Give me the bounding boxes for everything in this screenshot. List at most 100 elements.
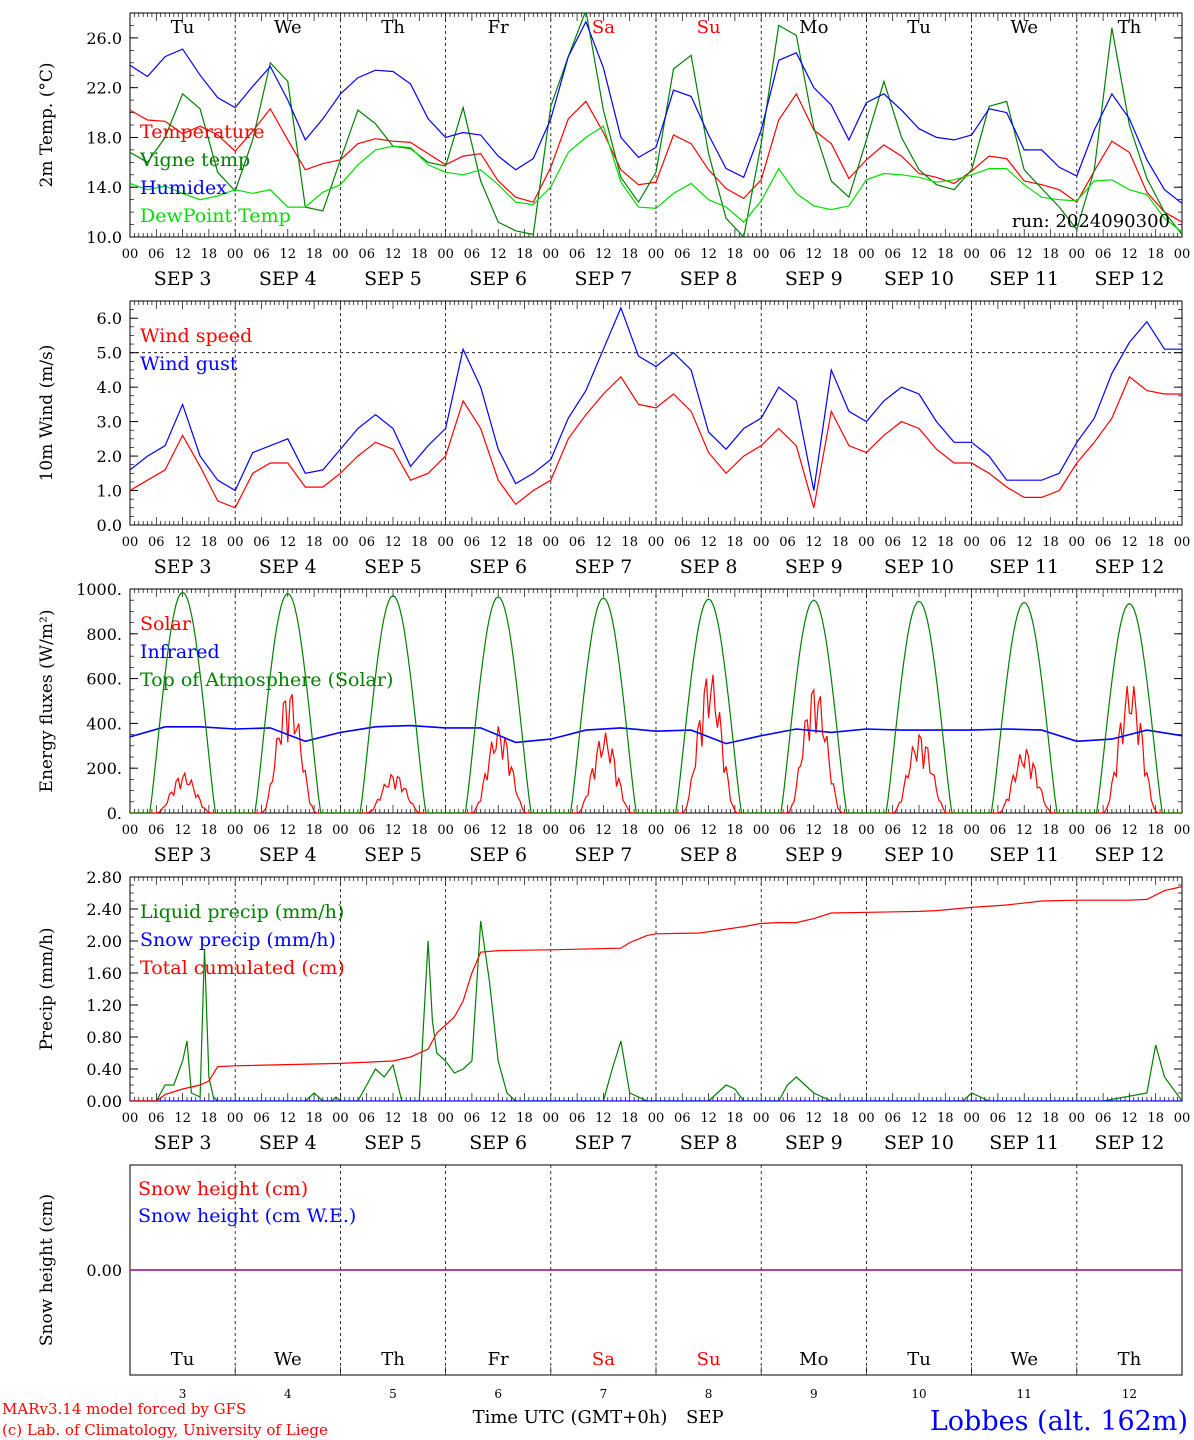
- legend-entry: Vigne temp: [139, 149, 250, 171]
- hour-label: 18: [1147, 823, 1164, 838]
- hour-label: 00: [1174, 535, 1191, 550]
- hour-label: 00: [437, 823, 454, 838]
- hour-label: 00: [437, 1111, 454, 1126]
- y-tick-label: 4.0: [97, 378, 122, 397]
- y-tick-label: 2.00: [86, 932, 122, 951]
- hour-label: 06: [358, 535, 375, 550]
- hour-label: 12: [1121, 1111, 1138, 1126]
- hour-label: 06: [674, 823, 691, 838]
- footer: MARv3.14 model forced by GFS (c) Lab. of …: [2, 1400, 1188, 1439]
- date-label: SEP 3: [154, 556, 212, 578]
- weekday-label: Tu: [171, 1349, 195, 1370]
- y-tick-label: 200.: [86, 759, 122, 778]
- hour-label: 18: [516, 535, 533, 550]
- hour-label: 12: [490, 247, 507, 262]
- hour-label: 18: [937, 1111, 954, 1126]
- date-label: SEP 10: [884, 1132, 954, 1154]
- hour-label: 18: [1147, 247, 1164, 262]
- series-group: [130, 591, 1182, 813]
- y-tick-label: 6.0: [97, 309, 122, 328]
- hour-label: 00: [227, 247, 244, 262]
- plot-frame: [129, 300, 1183, 526]
- legend-entry: Wind speed: [140, 325, 252, 347]
- hour-label: 12: [595, 247, 612, 262]
- hour-label: 12: [700, 1111, 717, 1126]
- hour-label: 18: [306, 247, 323, 262]
- legend-entry: Wind gust: [140, 353, 238, 375]
- hour-label: 06: [253, 247, 270, 262]
- plot-frame: [129, 588, 1183, 814]
- hour-label: 12: [174, 535, 191, 550]
- hour-label: 12: [1016, 823, 1033, 838]
- hour-label: 00: [858, 535, 875, 550]
- y-axis-label: Snow height (cm): [37, 1194, 57, 1346]
- hour-label: 00: [1174, 823, 1191, 838]
- hour-label: 00: [1069, 1111, 1086, 1126]
- date-label: SEP 7: [574, 268, 632, 290]
- credit-line: (c) Lab. of Climatology, University of L…: [2, 1421, 328, 1439]
- day-number-label: 10: [911, 1387, 926, 1401]
- day-number-label: 8: [705, 1387, 713, 1401]
- hour-label: 06: [779, 823, 796, 838]
- hour-label: 00: [122, 535, 139, 550]
- hour-label: 12: [911, 823, 928, 838]
- day-number-label: 11: [1017, 1387, 1032, 1401]
- hour-label: 00: [332, 535, 349, 550]
- weekday-label: Sa: [592, 1349, 615, 1370]
- hour-label: 00: [332, 247, 349, 262]
- hour-label: 06: [1095, 247, 1112, 262]
- hour-label: 00: [122, 1111, 139, 1126]
- series-line-dewpoint-temp: [130, 125, 1182, 233]
- month-label: SEP: [686, 1407, 724, 1428]
- hour-label: 12: [595, 823, 612, 838]
- hour-label: 06: [779, 535, 796, 550]
- y-tick-label: 3.0: [97, 413, 122, 432]
- hour-label: 18: [1147, 1111, 1164, 1126]
- date-label: SEP 12: [1094, 556, 1164, 578]
- series-group: [130, 886, 1182, 1101]
- hour-label: 12: [174, 823, 191, 838]
- hour-label: 12: [385, 247, 402, 262]
- hour-label: 12: [490, 823, 507, 838]
- weekday-label: Fr: [488, 1349, 509, 1370]
- hour-label: 00: [332, 823, 349, 838]
- hour-label: 06: [464, 1111, 481, 1126]
- hour-label: 00: [963, 535, 980, 550]
- weekday-label: Th: [381, 17, 405, 38]
- y-tick-label: 0.: [107, 804, 122, 823]
- y-tick-label: 1.0: [97, 482, 122, 501]
- date-label: SEP 3: [154, 844, 212, 866]
- hour-label: 00: [1174, 247, 1191, 262]
- hour-label: 00: [963, 1111, 980, 1126]
- y-tick-label: 600.: [86, 670, 122, 689]
- date-label: SEP 11: [989, 1132, 1059, 1154]
- hour-label: 06: [779, 1111, 796, 1126]
- hour-label: 12: [490, 535, 507, 550]
- y-tick-label: 26.0: [86, 29, 122, 48]
- hour-label: 06: [148, 247, 165, 262]
- panel-2: 0.0 1.0 2.0 3.0 4.0 5.0 6.0 10m Wind (m/s) Wind …: [37, 300, 1191, 578]
- hour-label: 18: [411, 823, 428, 838]
- date-label: SEP 11: [989, 268, 1059, 290]
- date-label: SEP 3: [154, 1132, 212, 1154]
- hour-label: 12: [911, 535, 928, 550]
- panel-4: 0.00 0.40 0.80 1.20 1.60 2.00 2.40 2.80 Precip (…: [37, 868, 1190, 1154]
- panel-3: 0. 200. 400. 600. 800. 1000. Energy fluxes (W/…: [37, 580, 1190, 866]
- series-line-wind-speed: [130, 375, 1182, 509]
- hour-label: 00: [648, 535, 665, 550]
- hour-label: 06: [148, 535, 165, 550]
- weekday-label: Sa: [592, 17, 615, 38]
- hour-label: 00: [227, 823, 244, 838]
- hour-label: 00: [753, 823, 770, 838]
- hour-label: 06: [148, 823, 165, 838]
- hour-label: 06: [253, 1111, 270, 1126]
- y-tick-label: 1000.: [76, 580, 122, 599]
- date-label: SEP 9: [785, 268, 843, 290]
- date-label: SEP 9: [785, 556, 843, 578]
- y-tick-label: 0.00: [86, 1092, 122, 1111]
- weekday-label: Mo: [799, 1349, 828, 1370]
- hour-label: 00: [543, 535, 560, 550]
- hour-label: 06: [464, 247, 481, 262]
- hour-label: 06: [1095, 823, 1112, 838]
- hour-label: 12: [911, 247, 928, 262]
